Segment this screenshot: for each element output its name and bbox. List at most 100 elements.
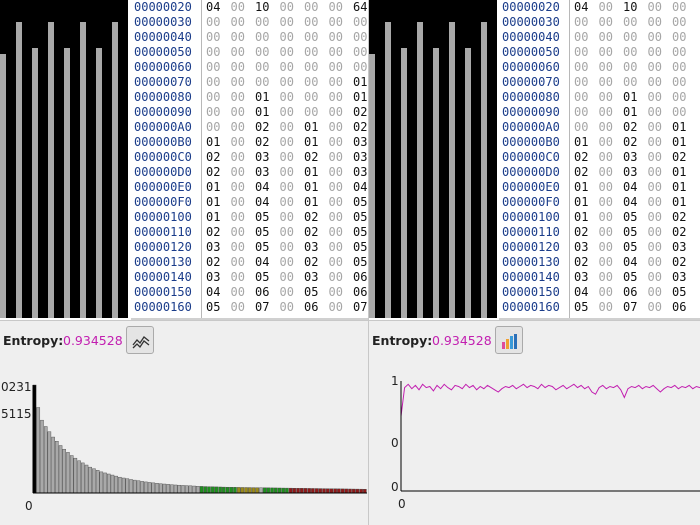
hex-byte[interactable]: 00	[230, 180, 245, 194]
hex-byte[interactable]: 00	[598, 300, 613, 314]
hex-byte[interactable]: 02	[206, 225, 221, 239]
hex-byte[interactable]: 07	[623, 300, 638, 314]
hex-byte[interactable]: 00	[353, 30, 368, 44]
hex-byte[interactable]: 00	[206, 120, 221, 134]
hex-byte[interactable]: 02	[353, 105, 368, 119]
hex-byte[interactable]: 00	[328, 225, 343, 239]
hex-byte[interactable]: 00	[230, 60, 245, 74]
chart-toggle-button[interactable]	[126, 326, 154, 354]
hex-row[interactable]: 02 00 05 00 02	[571, 225, 700, 240]
hex-byte[interactable]: 00	[647, 30, 662, 44]
hex-byte[interactable]: 00	[574, 75, 589, 89]
hex-byte[interactable]: 06	[672, 300, 687, 314]
hex-byte[interactable]: 01	[623, 105, 638, 119]
hex-byte[interactable]: 00	[623, 45, 638, 59]
hex-byte[interactable]: 00	[279, 45, 294, 59]
hex-byte[interactable]: 00	[598, 120, 613, 134]
hex-row[interactable]: 01 00 04 00 01	[571, 195, 700, 210]
hex-row[interactable]: 01 00 05 00 02	[571, 210, 700, 225]
hex-byte[interactable]: 01	[623, 90, 638, 104]
hex-byte[interactable]: 02	[255, 120, 270, 134]
hex-byte[interactable]: 00	[230, 90, 245, 104]
hex-row[interactable]: 01 00 04 00 01 00 05	[203, 195, 368, 210]
hex-byte[interactable]: 00	[206, 45, 221, 59]
hex-byte[interactable]: 00	[598, 45, 613, 59]
hex-byte[interactable]: 00	[279, 210, 294, 224]
hex-byte[interactable]: 00	[328, 60, 343, 74]
hex-byte[interactable]: 00	[304, 0, 319, 14]
hex-row[interactable]: 00 00 00 00 00 00 01	[203, 75, 368, 90]
hex-byte[interactable]: 05	[353, 210, 368, 224]
hex-byte[interactable]: 00	[279, 75, 294, 89]
hex-byte[interactable]: 06	[353, 270, 368, 284]
hex-byte[interactable]: 01	[206, 180, 221, 194]
hex-row[interactable]: 00 00 00 00 00 00 00	[203, 30, 368, 45]
hex-byte[interactable]: 00	[230, 270, 245, 284]
hex-byte[interactable]: 00	[304, 30, 319, 44]
hex-row[interactable]: 00 00 00 00 00	[571, 75, 700, 90]
hex-byte[interactable]: 00	[598, 255, 613, 269]
hex-byte[interactable]: 05	[255, 270, 270, 284]
hex-byte[interactable]: 02	[304, 150, 319, 164]
hex-byte[interactable]: 00	[230, 135, 245, 149]
hex-byte[interactable]: 06	[623, 285, 638, 299]
hex-byte[interactable]: 00	[279, 270, 294, 284]
hex-byte[interactable]: 00	[279, 0, 294, 14]
left-hex-column[interactable]: 04 00 10 00 00 00 64 00 00 00 00 00 00 00 00 00 00 00 00 00…	[203, 0, 368, 318]
hex-byte[interactable]: 00	[647, 90, 662, 104]
hex-byte[interactable]: 00	[647, 150, 662, 164]
hex-byte[interactable]: 05	[623, 240, 638, 254]
hex-byte[interactable]: 00	[304, 45, 319, 59]
hex-byte[interactable]: 03	[206, 240, 221, 254]
hex-byte[interactable]: 00	[328, 45, 343, 59]
hex-byte[interactable]: 00	[304, 105, 319, 119]
hex-byte[interactable]: 07	[255, 300, 270, 314]
hex-byte[interactable]: 04	[574, 285, 589, 299]
hex-byte[interactable]: 04	[206, 285, 221, 299]
hex-byte[interactable]: 01	[574, 180, 589, 194]
hex-byte[interactable]: 00	[647, 45, 662, 59]
hex-byte[interactable]: 02	[206, 255, 221, 269]
hex-byte[interactable]: 05	[353, 240, 368, 254]
left-hex-pane[interactable]: 00000020 00000030 00000040 00000050 00000060…	[0, 0, 368, 320]
hex-byte[interactable]: 01	[206, 195, 221, 209]
hex-byte[interactable]: 03	[353, 150, 368, 164]
hex-byte[interactable]: 02	[672, 225, 687, 239]
hex-byte[interactable]: 00	[647, 210, 662, 224]
vertical-splitter[interactable]	[368, 0, 369, 525]
hex-byte[interactable]: 00	[672, 0, 687, 14]
hex-byte[interactable]: 03	[672, 270, 687, 284]
hex-byte[interactable]: 04	[255, 180, 270, 194]
hex-byte[interactable]: 00	[328, 105, 343, 119]
hex-byte[interactable]: 00	[328, 180, 343, 194]
hex-row[interactable]: 02 00 04 00 02 00 05	[203, 255, 368, 270]
hex-byte[interactable]: 00	[598, 90, 613, 104]
hex-byte[interactable]: 02	[353, 120, 368, 134]
hex-byte[interactable]: 00	[647, 300, 662, 314]
hex-byte[interactable]: 04	[623, 255, 638, 269]
hex-byte[interactable]: 01	[672, 135, 687, 149]
hex-byte[interactable]: 00	[647, 195, 662, 209]
hex-byte[interactable]: 00	[672, 60, 687, 74]
hex-byte[interactable]: 05	[353, 195, 368, 209]
hex-byte[interactable]: 00	[328, 165, 343, 179]
hex-byte[interactable]: 00	[328, 135, 343, 149]
hex-byte[interactable]: 04	[623, 195, 638, 209]
hex-byte[interactable]: 00	[255, 45, 270, 59]
hex-row[interactable]: 01 00 02 00 01 00 03	[203, 135, 368, 150]
hex-byte[interactable]: 00	[353, 45, 368, 59]
hex-byte[interactable]: 00	[230, 45, 245, 59]
hex-byte[interactable]: 00	[230, 255, 245, 269]
hex-byte[interactable]: 05	[206, 300, 221, 314]
hex-row[interactable]: 03 00 05 00 03	[571, 240, 700, 255]
hex-byte[interactable]: 00	[647, 255, 662, 269]
hex-byte[interactable]: 02	[574, 225, 589, 239]
hex-byte[interactable]: 00	[230, 0, 245, 14]
hex-byte[interactable]: 64	[353, 0, 368, 14]
hex-byte[interactable]: 03	[255, 165, 270, 179]
hex-byte[interactable]: 00	[647, 105, 662, 119]
hex-byte[interactable]: 02	[304, 225, 319, 239]
hex-byte[interactable]: 02	[255, 135, 270, 149]
right-hex-column[interactable]: 04 00 10 00 00 00 00 00 00 00 00 00 00 00 00 00 00 00 00 00…	[571, 0, 700, 318]
hex-byte[interactable]: 00	[598, 285, 613, 299]
